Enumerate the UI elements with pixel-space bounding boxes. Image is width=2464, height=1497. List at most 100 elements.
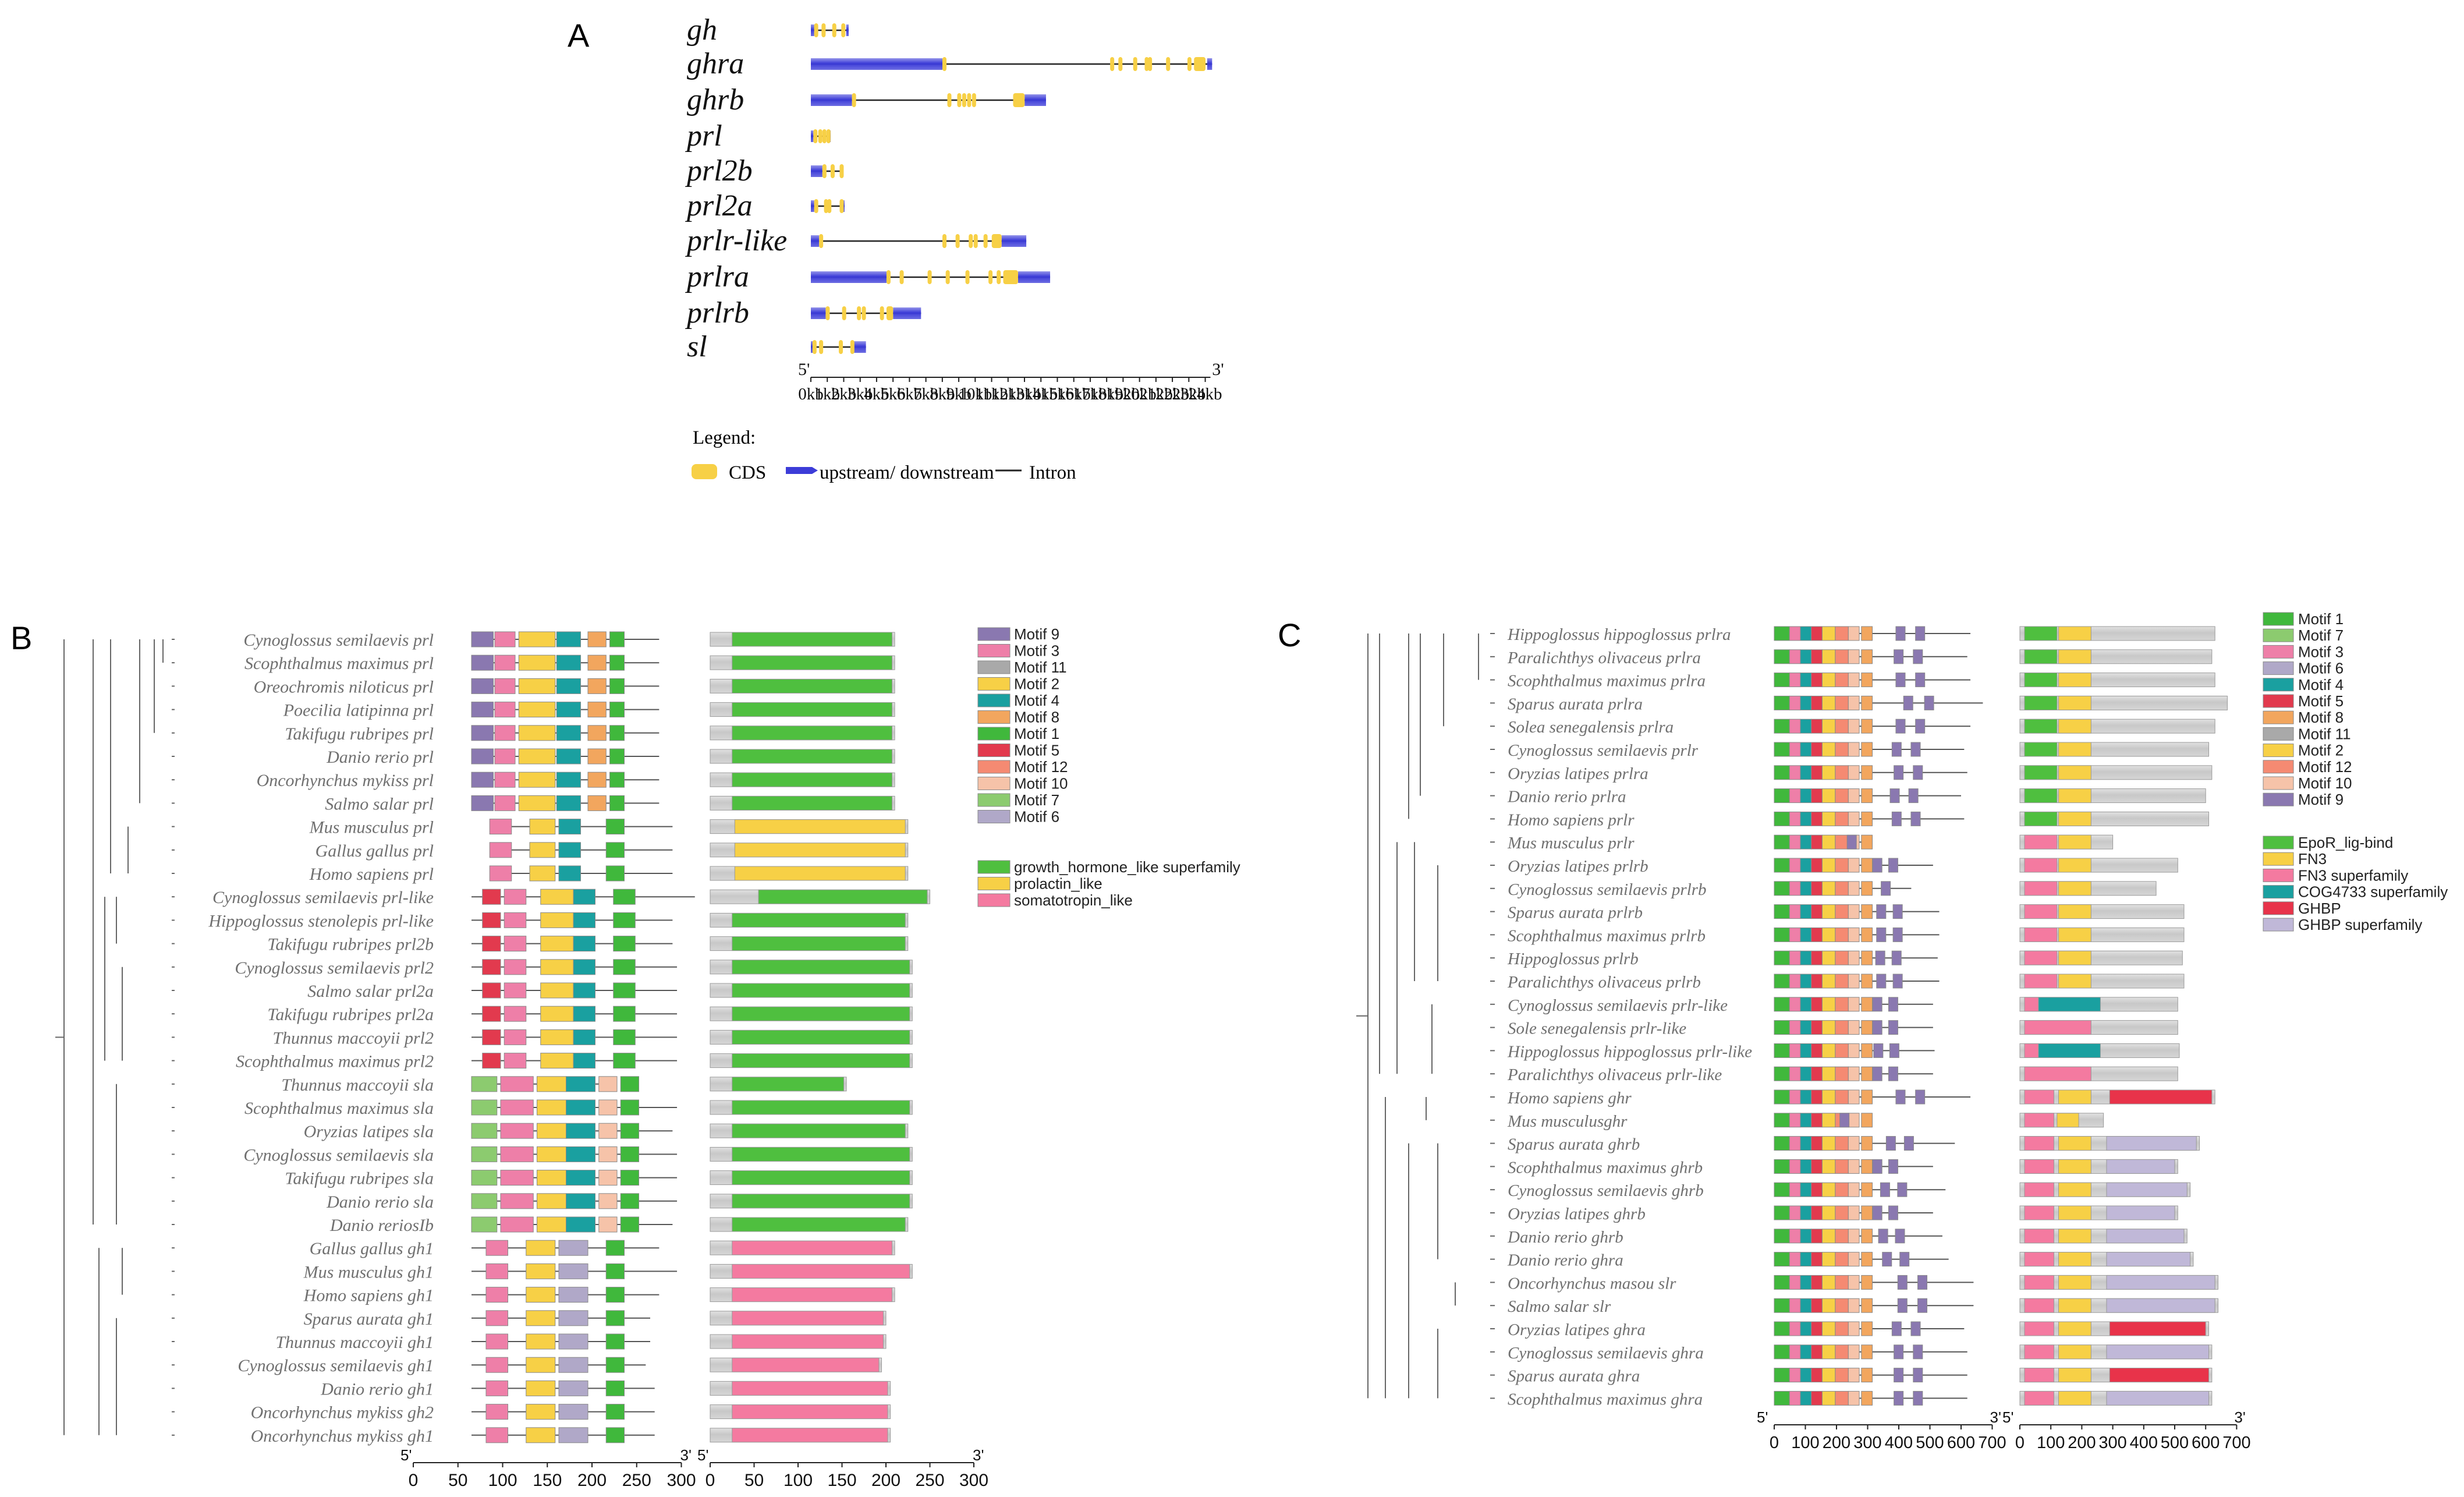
motif-box [1861,719,1873,734]
legend-label: Motif 7 [2298,627,2344,644]
domain-block [732,1170,910,1185]
taxa-labels-b: Cynoglossus semilaevis prl Scophthalmus m… [208,631,434,1446]
cds-exon [857,306,861,320]
motif-box [558,1404,588,1420]
axis-tick-label: 600 [2192,1434,2220,1452]
domain-block [2058,1321,2091,1336]
motif-box [1800,1205,1812,1220]
domain-block [2058,1136,2091,1151]
axis-tick-label: 5kb [880,385,906,404]
domain-block [732,749,893,764]
domain-row [2019,1252,2194,1267]
domain-block [2024,834,2058,850]
motif-box [1885,1136,1896,1151]
motif-box [500,1099,534,1116]
motif-box [1848,1182,1860,1197]
cds-exon [1013,93,1025,107]
motif-box [1774,881,1790,896]
motif-box [471,678,494,694]
legend-swatch [2263,792,2294,806]
legend-label: Motif 3 [1014,642,1059,660]
axis-tick-label: 0 [1770,1434,1779,1452]
motif-box [526,1263,556,1279]
legend-label: FN3 [2298,850,2327,868]
utr-block [853,341,866,353]
cds-exon [886,270,891,284]
motif-box [609,654,625,671]
cds-exon [830,164,835,178]
motif-box [482,889,501,905]
legend-label: GHBP superfamily [2298,916,2422,933]
domain-block [734,866,906,881]
legend-swatch [977,660,1011,674]
cds-exon [1003,270,1018,284]
domain-block [2024,1229,2055,1244]
domain-block [732,1334,884,1349]
domain-row [710,1146,913,1162]
motif-box [518,654,556,671]
domain-row [2019,1113,2104,1128]
domain-block [2106,1182,2188,1197]
motif-box [500,1216,534,1233]
taxon-label: Homo sapiens prl [309,865,434,884]
motif-box [540,1029,574,1045]
motif-row [1774,1089,1971,1105]
cds-exon [832,23,836,37]
motif-box [1872,1066,1882,1081]
domain-block [2058,1368,2091,1383]
motif-box [1848,719,1860,734]
motif-box [573,959,595,975]
motif-box [558,865,581,882]
legend-cds: CDS [729,462,766,483]
motif-row [471,1310,650,1326]
taxon-label: Takifugu rubripes prl2a [267,1005,434,1024]
axis-tick-label: 500 [1916,1434,1944,1452]
motif-box [504,1006,527,1022]
motif-box [1800,788,1812,804]
domain-block [758,889,928,904]
domain-block [732,632,893,647]
legend-swatch [2263,678,2294,692]
motif-box [1861,858,1873,873]
cds-exon [1110,57,1115,71]
axis-tick-label: 22kb [1155,385,1189,404]
axis-tick-label: 100 [2037,1434,2065,1452]
domain-block [2024,1043,2039,1058]
motif-box [1835,1020,1849,1035]
motif-box [526,1310,556,1326]
motif-box [1811,719,1823,734]
cds-exon [814,23,818,37]
motif-box [1872,858,1882,873]
motif-box [1848,1020,1860,1035]
motif-box [471,1170,498,1186]
motif-box [1774,1344,1790,1360]
motif-box [1800,1043,1812,1058]
axis-tick-label: 23kb [1172,385,1206,404]
motif-box [587,771,607,788]
axis-tick-label: 20kb [1123,385,1157,404]
motif-box [1835,626,1849,641]
motif-row [471,1006,678,1022]
legend-swatch [2263,710,2294,724]
cds-exon [1166,57,1171,71]
motif-box [620,1216,639,1233]
motif-box [1897,1275,1908,1290]
domain-block [2106,1136,2197,1151]
motif-box [1888,1205,1898,1220]
cds-exon [818,129,822,143]
cds-exon [839,199,844,213]
motif-box [1774,858,1790,873]
motif-box [1800,1113,1812,1128]
motif-box [1861,1252,1873,1267]
cds-swatch [692,464,717,479]
domain-block [2024,1182,2055,1197]
axis-end: 3' [680,1446,692,1464]
motif-box [1789,1136,1801,1151]
taxon-label: Hippoglossus hippoglossus prlr-like [1507,1042,1752,1061]
legend-swatch [977,893,1011,907]
gene-row-prlra: prlra [685,260,1051,293]
motif-row [1774,904,1940,919]
legend-label: Motif 1 [2298,610,2344,628]
